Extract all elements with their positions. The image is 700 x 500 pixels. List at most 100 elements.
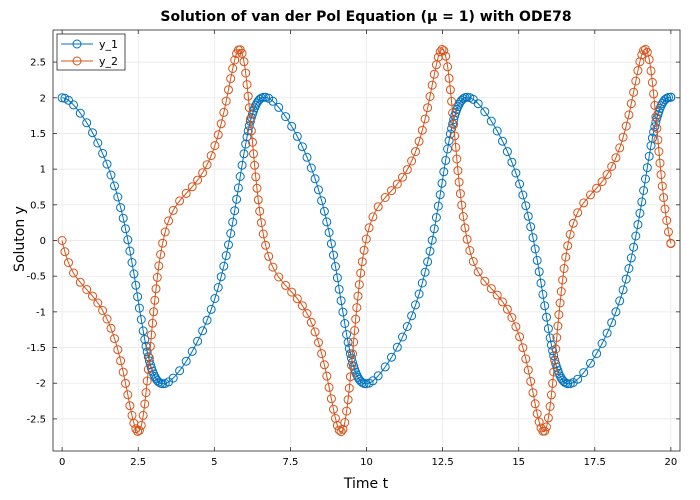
data-point (113, 192, 123, 202)
x-tick-label: 20 (665, 457, 678, 468)
y-tick-label: 0 (40, 236, 46, 247)
data-point (498, 136, 507, 146)
data-point (149, 307, 159, 317)
data-point (228, 217, 238, 227)
data-point (473, 267, 483, 277)
data-point (435, 47, 445, 57)
data-point (652, 113, 662, 123)
data-point (88, 291, 97, 301)
legend[interactable]: y_1 y_2 (56, 33, 126, 71)
data-point (264, 251, 274, 261)
data-point (152, 272, 162, 282)
data-point (148, 318, 157, 328)
data-point (402, 165, 412, 175)
data-point (152, 376, 162, 386)
data-point (662, 216, 672, 225)
data-point (392, 179, 402, 189)
data-point (140, 335, 150, 344)
data-point (116, 356, 126, 366)
data-point (532, 255, 542, 265)
data-point (423, 103, 433, 113)
data-point (329, 404, 338, 414)
data-point (210, 294, 220, 303)
data-point (573, 374, 583, 384)
data-point (486, 284, 496, 294)
data-point (187, 346, 197, 356)
data-point (241, 139, 251, 149)
data-point (248, 137, 257, 147)
data-point (398, 172, 407, 182)
y-tick-label: -0.5 (26, 272, 46, 283)
data-point (230, 206, 240, 216)
data-point (332, 273, 342, 283)
data-point (526, 222, 536, 232)
data-point (411, 300, 420, 310)
data-point (457, 200, 467, 210)
data-point (146, 330, 156, 340)
data-point (373, 371, 383, 381)
data-point (338, 307, 348, 317)
data-point (654, 147, 664, 156)
data-point (626, 253, 636, 263)
data-point (60, 247, 70, 257)
data-point (143, 352, 153, 362)
data-point (573, 208, 583, 218)
data-point (244, 103, 254, 113)
data-point (453, 166, 463, 176)
data-point (292, 294, 302, 304)
data-point (198, 168, 208, 178)
x-tick-label: 15 (512, 457, 525, 468)
data-point (657, 181, 667, 191)
data-point (458, 212, 468, 221)
data-point (145, 360, 155, 370)
data-point (427, 80, 437, 90)
data-point (106, 323, 116, 333)
data-point (579, 368, 589, 378)
data-point (429, 224, 439, 234)
data-point (164, 216, 174, 226)
data-point (249, 149, 258, 159)
data-point (353, 291, 363, 301)
data-point (281, 280, 291, 290)
data-point (319, 206, 329, 216)
data-point (344, 383, 354, 393)
data-point (134, 426, 144, 435)
data-point (518, 190, 528, 200)
y-tick-label: 0.5 (30, 200, 46, 211)
data-point (150, 295, 160, 305)
y-tick-label: 2.5 (30, 58, 46, 69)
chart-title: Solution of van der Pol Equation (μ = 1)… (160, 9, 571, 25)
data-point (287, 287, 297, 297)
data-point (151, 284, 161, 294)
data-point (281, 112, 291, 122)
data-point (314, 185, 323, 195)
data-point (287, 121, 297, 131)
data-point (435, 190, 445, 200)
data-point (198, 326, 208, 336)
data-point (626, 99, 636, 109)
data-point (133, 292, 143, 302)
data-point (310, 174, 320, 184)
data-point (338, 424, 348, 434)
data-point (168, 373, 178, 383)
data-point (235, 172, 245, 181)
data-point (202, 315, 212, 325)
data-point (268, 96, 278, 106)
data-point (228, 64, 238, 73)
data-point (530, 399, 540, 409)
data-point (274, 102, 284, 112)
data-point (351, 314, 361, 324)
data-point (439, 167, 449, 177)
data-point (641, 44, 650, 54)
data-point (125, 401, 135, 411)
data-point (565, 229, 575, 239)
data-point (445, 85, 455, 95)
data-point (98, 306, 108, 315)
data-point (650, 122, 660, 132)
data-point (237, 48, 247, 58)
data-point (175, 366, 185, 376)
data-point (292, 131, 302, 141)
x-tick-label: 5 (211, 457, 217, 468)
data-point (343, 395, 353, 405)
